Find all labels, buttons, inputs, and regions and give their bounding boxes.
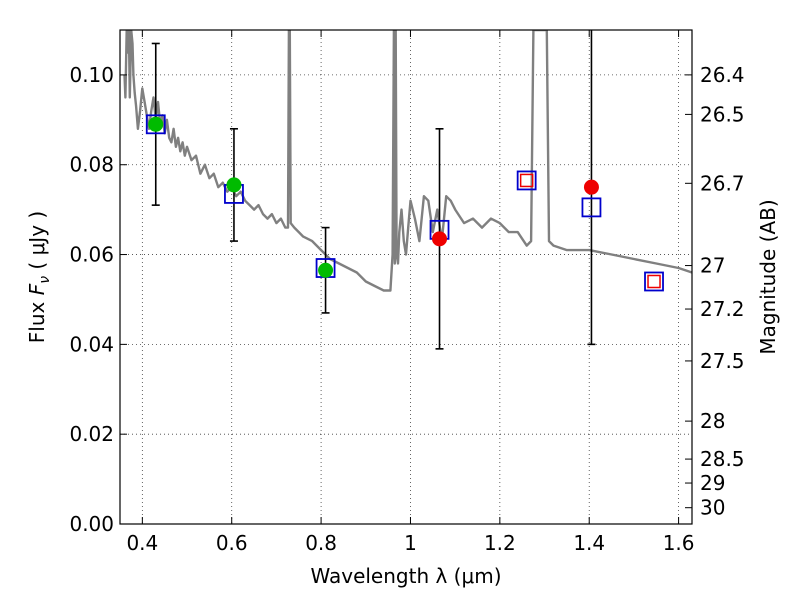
- mag-tick-label: 28: [700, 409, 725, 433]
- y-tick-label: 0.02: [69, 422, 114, 446]
- green-point-marker: [318, 262, 334, 278]
- x-tick-label: 0.6: [216, 531, 248, 555]
- axis-ticks: 0.4 0.6 0.8 1 1.2 1.4 1.6 0.00 0.02 0.04 0.06 0.08 0…: [69, 30, 745, 555]
- sed-model-line: [123, 30, 692, 292]
- x-tick-label: 0.8: [305, 531, 337, 555]
- y-tick-label: 0.08: [69, 153, 114, 177]
- x-tick-label: 1.4: [573, 531, 605, 555]
- red-point-marker: [432, 231, 448, 247]
- y-tick-label: 0.10: [69, 63, 114, 87]
- grid-lines: [120, 30, 692, 524]
- x-tick-label: 1.2: [484, 531, 516, 555]
- y-tick-label: 0.06: [69, 243, 114, 267]
- sed-curve-layer: [123, 30, 692, 292]
- y-tick-label: 0.04: [69, 332, 114, 356]
- mag-tick-label: 27.5: [700, 349, 745, 373]
- red-open-square-marker: [647, 274, 661, 289]
- mag-tick-label: 30: [700, 496, 725, 520]
- model-square-marker: [644, 271, 664, 292]
- mag-tick-label: 29: [700, 471, 725, 495]
- y-axis-label: Flux Fν ( μJy ): [25, 211, 53, 343]
- y2-axis-label: Magnitude (AB): [756, 199, 780, 354]
- mag-tick-label: 27.2: [700, 297, 745, 321]
- x-axis-label: Wavelength λ (μm): [310, 564, 501, 588]
- model-square-marker: [516, 170, 537, 191]
- model-square-marker: [145, 114, 166, 135]
- x-tick-label: 1.6: [663, 531, 695, 555]
- mag-tick-label: 26.5: [700, 102, 745, 126]
- data-markers: [145, 114, 664, 292]
- x-tick-label: 0.4: [126, 531, 158, 555]
- red-open-square-marker: [519, 173, 534, 188]
- mag-tick-label: 28.5: [700, 447, 745, 471]
- x-tick-label: 1: [404, 531, 417, 555]
- green-point-marker: [226, 177, 242, 193]
- model-square-marker: [581, 197, 602, 218]
- y-tick-label: 0.00: [69, 512, 114, 536]
- plot-frame: [119, 29, 693, 525]
- green-point-marker: [148, 116, 164, 132]
- mag-tick-label: 26.4: [700, 63, 745, 87]
- mag-tick-label: 26.7: [700, 171, 745, 195]
- red-point-marker: [583, 179, 599, 195]
- mag-tick-label: 27: [700, 254, 725, 278]
